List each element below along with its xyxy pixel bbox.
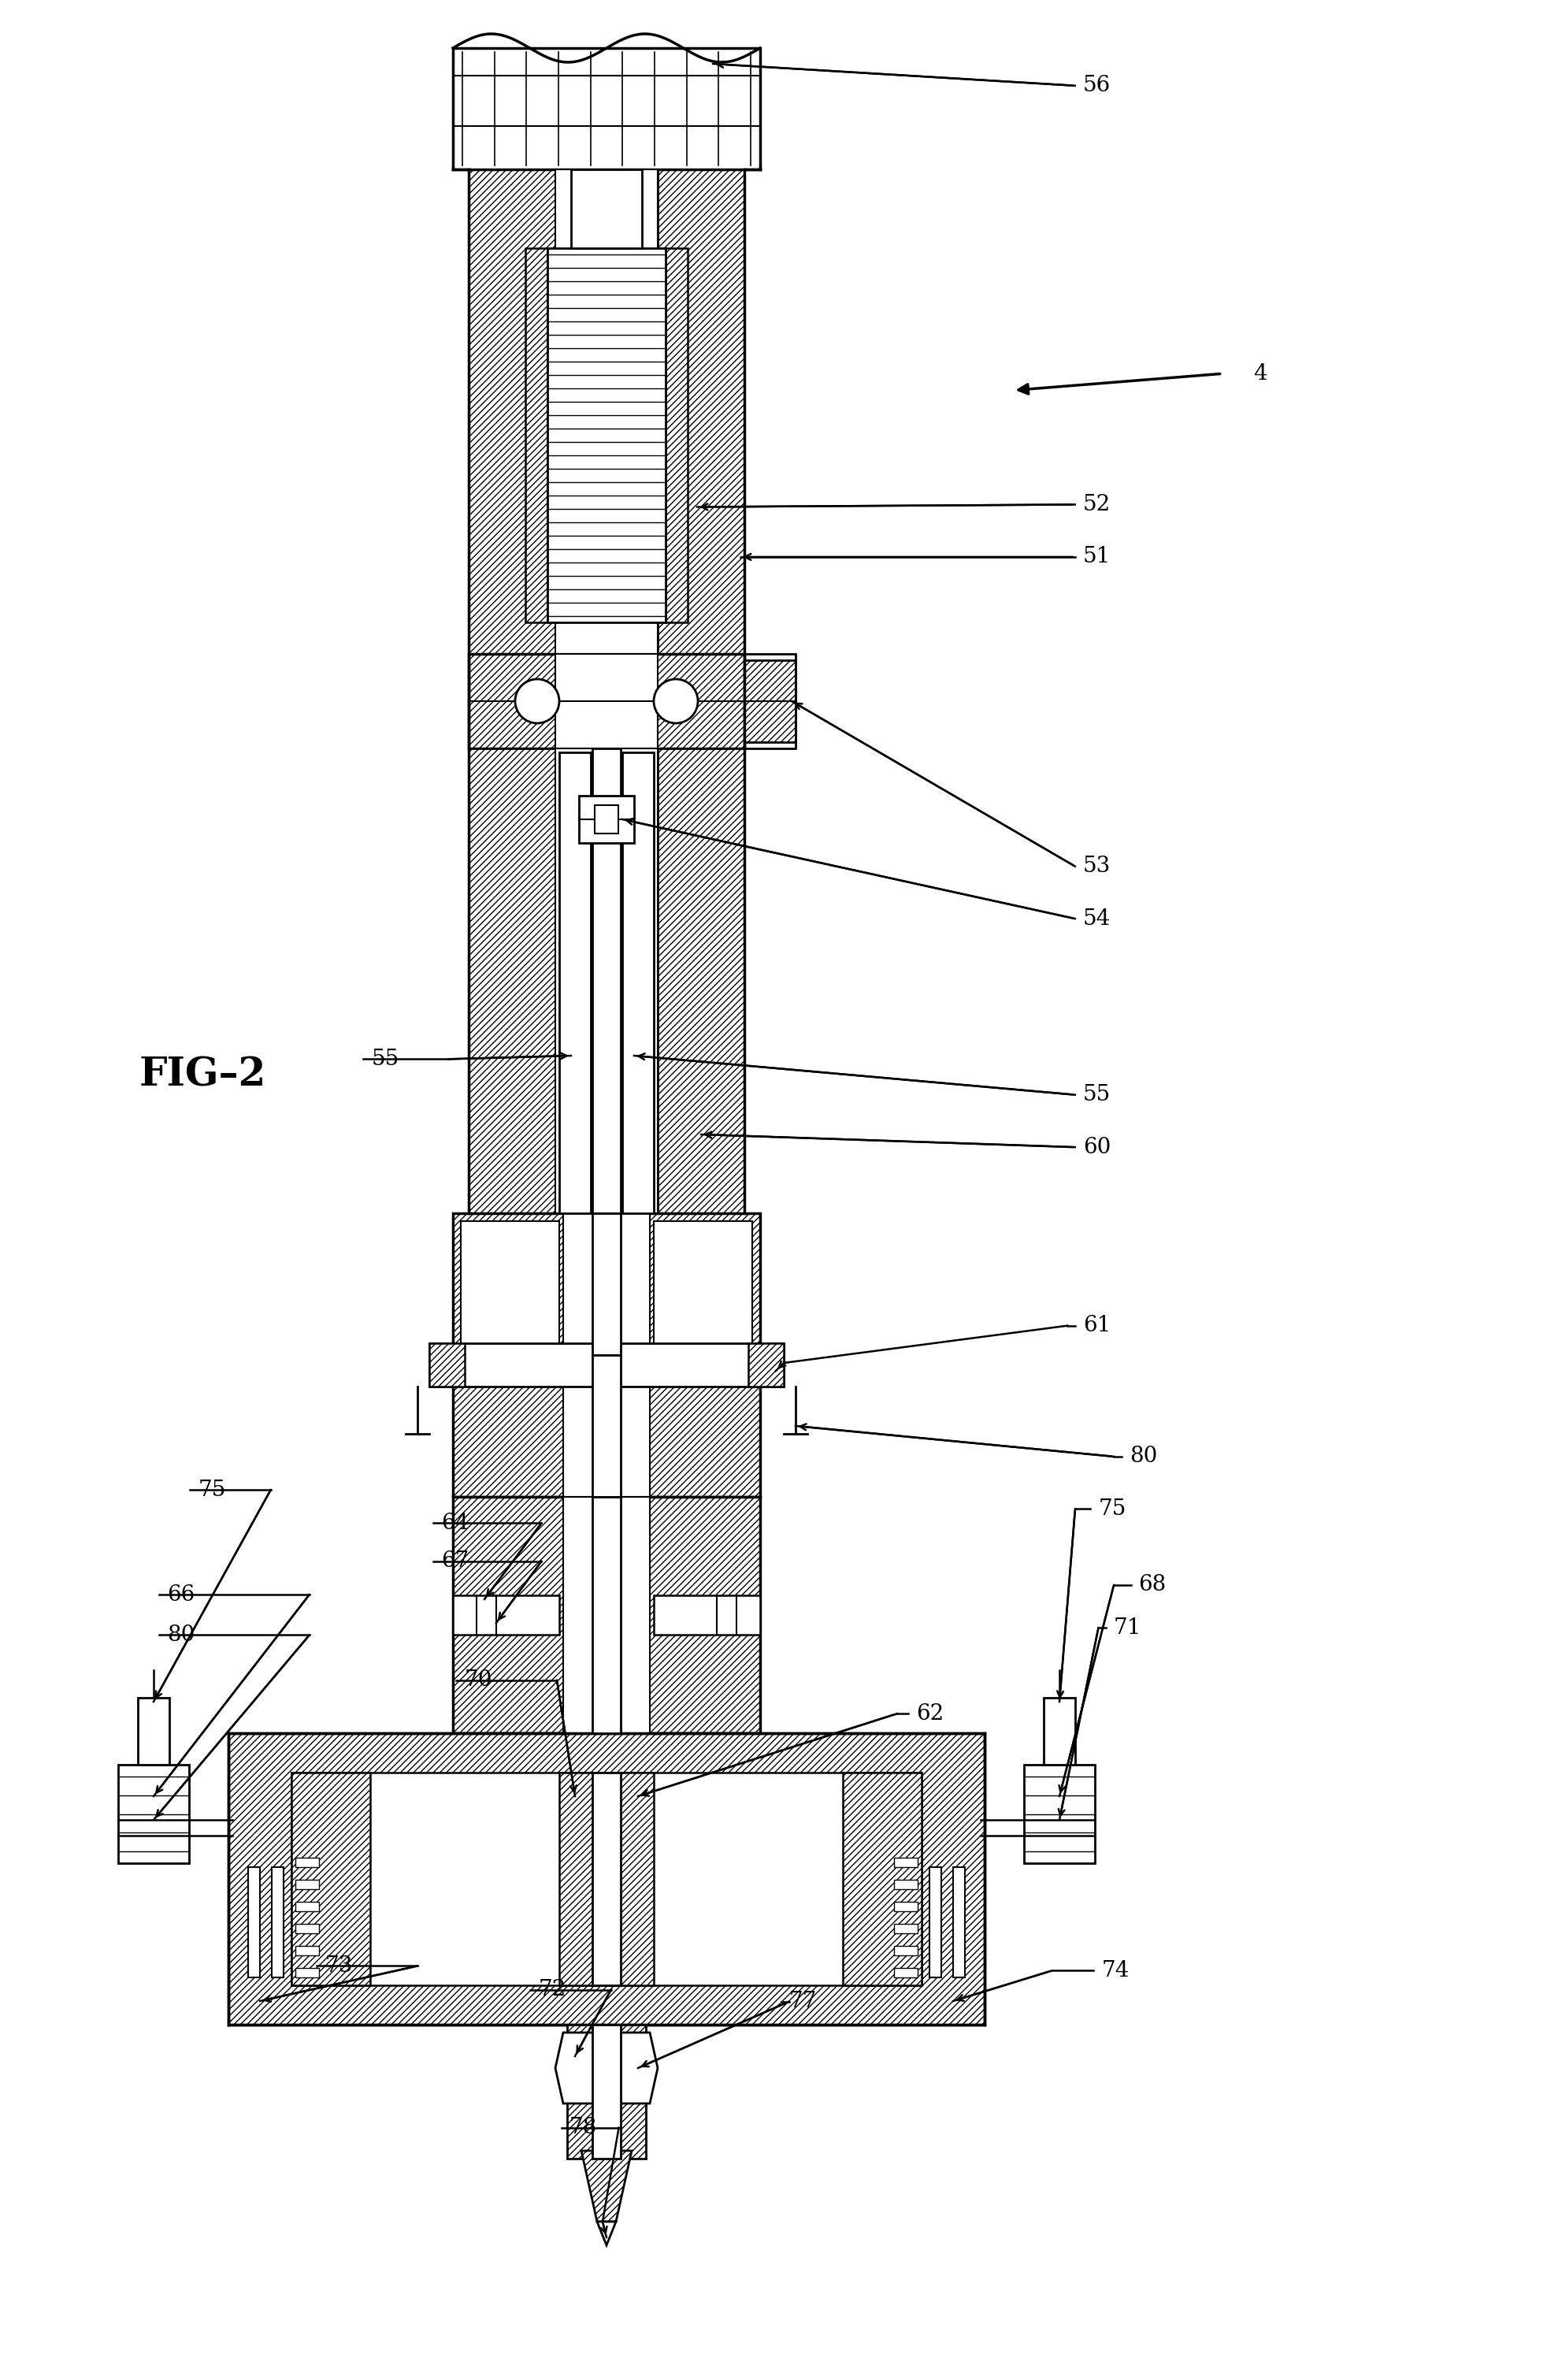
Bar: [295, 1923, 319, 1933]
Bar: [568, 2025, 647, 2159]
Bar: [894, 1880, 917, 1890]
Text: 70: 70: [464, 1671, 492, 1690]
Bar: [248, 1868, 260, 1978]
Bar: [560, 752, 591, 1214]
Bar: [953, 1868, 965, 1978]
Bar: [453, 1497, 760, 1733]
Text: 73: 73: [325, 1956, 353, 1975]
Bar: [894, 1902, 917, 1911]
Bar: [138, 1697, 169, 1764]
Text: 55: 55: [1083, 1085, 1111, 1104]
Bar: [930, 1868, 941, 1978]
Bar: [469, 655, 744, 747]
Polygon shape: [555, 2033, 657, 2104]
Bar: [453, 1595, 560, 1635]
Bar: [593, 2025, 620, 2159]
Bar: [291, 1773, 370, 1985]
Bar: [272, 1868, 283, 1978]
Bar: [894, 1923, 917, 1933]
Text: 62: 62: [916, 1704, 944, 1723]
Polygon shape: [582, 2152, 631, 2221]
Bar: [654, 1595, 760, 1635]
Bar: [665, 248, 688, 624]
Bar: [662, 159, 701, 176]
Bar: [295, 1947, 319, 1956]
Text: 66: 66: [167, 1585, 195, 1604]
Bar: [1044, 1697, 1075, 1764]
Bar: [429, 1342, 784, 1388]
Text: 56: 56: [1083, 76, 1111, 95]
Text: 72: 72: [538, 1980, 566, 1999]
Bar: [469, 169, 555, 654]
Polygon shape: [597, 2221, 616, 2244]
Bar: [563, 1214, 650, 1354]
Bar: [291, 1773, 922, 1985]
Text: 78: 78: [569, 2118, 597, 2137]
Text: 52: 52: [1083, 495, 1111, 514]
Text: 74: 74: [1101, 1961, 1129, 1980]
Text: 67: 67: [441, 1552, 469, 1571]
Bar: [894, 1968, 917, 1978]
Bar: [295, 1880, 319, 1890]
Bar: [555, 747, 657, 1214]
Bar: [555, 169, 657, 654]
Bar: [453, 1214, 760, 1354]
Bar: [118, 1764, 189, 1864]
Bar: [593, 1354, 620, 1497]
Bar: [744, 655, 795, 747]
Bar: [579, 795, 634, 843]
Text: 64: 64: [441, 1514, 469, 1533]
Bar: [563, 1497, 650, 1733]
Bar: [593, 1773, 620, 1985]
Text: 55: 55: [371, 1050, 399, 1069]
Bar: [512, 159, 551, 176]
Bar: [749, 1342, 784, 1388]
Bar: [453, 1354, 760, 1497]
Text: 75: 75: [1098, 1499, 1126, 1518]
Bar: [593, 1497, 620, 1733]
Bar: [657, 169, 744, 654]
Text: 51: 51: [1083, 547, 1111, 566]
Text: 75: 75: [198, 1480, 226, 1499]
Text: 68: 68: [1139, 1576, 1166, 1595]
Bar: [744, 659, 795, 743]
Bar: [843, 1773, 922, 1985]
Bar: [894, 1859, 917, 1868]
Text: 71: 71: [1114, 1618, 1142, 1637]
Text: FIG–2: FIG–2: [139, 1057, 266, 1095]
Bar: [469, 747, 555, 1214]
Text: 77: 77: [789, 1992, 817, 2011]
Text: 60: 60: [1083, 1138, 1111, 1157]
Bar: [295, 1859, 319, 1868]
Bar: [229, 1733, 984, 2025]
Text: 53: 53: [1083, 857, 1111, 876]
Text: 80: 80: [1129, 1447, 1157, 1466]
Bar: [560, 1773, 654, 1985]
Bar: [555, 655, 657, 747]
Text: 4: 4: [1253, 364, 1267, 383]
Bar: [461, 1221, 560, 1347]
Text: 80: 80: [167, 1626, 195, 1645]
Bar: [295, 1968, 319, 1978]
Bar: [654, 1221, 752, 1347]
Text: 54: 54: [1083, 909, 1111, 928]
Bar: [548, 248, 665, 624]
Bar: [453, 48, 760, 169]
Text: 61: 61: [1083, 1316, 1111, 1335]
Bar: [593, 1214, 620, 1354]
Bar: [526, 248, 548, 624]
Circle shape: [515, 678, 560, 724]
Bar: [622, 752, 654, 1214]
Bar: [593, 747, 620, 1214]
Bar: [894, 1947, 917, 1956]
Circle shape: [654, 678, 698, 724]
Bar: [429, 1342, 464, 1388]
Bar: [1024, 1764, 1095, 1864]
Bar: [563, 1354, 650, 1497]
Bar: [295, 1902, 319, 1911]
Bar: [594, 804, 619, 833]
Bar: [657, 747, 744, 1214]
Bar: [571, 169, 642, 248]
